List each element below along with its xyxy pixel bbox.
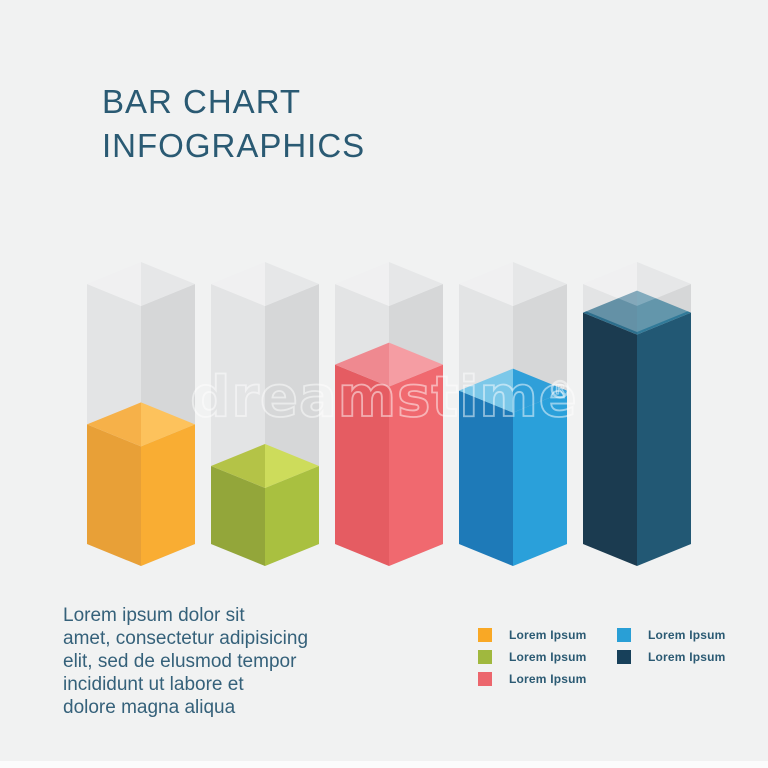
orange-bar: [87, 262, 195, 566]
legend-label: Lorem Ipsum: [509, 650, 587, 664]
bottom-border-strip: [0, 761, 768, 768]
legend-item: Lorem Ipsum: [617, 650, 726, 664]
legend-color-swatch: [478, 650, 492, 664]
legend-color-swatch: [478, 628, 492, 642]
legend-color-swatch: [617, 650, 631, 664]
title-line-1: BAR CHART: [102, 83, 302, 120]
red-bar: [335, 262, 443, 566]
legend-item: Lorem Ipsum: [478, 650, 587, 664]
legend-column-2: Lorem Ipsum Lorem Ipsum: [617, 628, 726, 664]
green-bar: [211, 262, 319, 566]
legend-label: Lorem Ipsum: [509, 672, 587, 686]
description-line: incididunt ut labore et: [63, 674, 244, 695]
legend-color-swatch: [478, 672, 492, 686]
description-line: amet, consectetur adipisicing: [63, 628, 309, 649]
title-line-2: INFOGRAPHICS: [102, 127, 366, 164]
description-line: dolore magna aliqua: [63, 697, 236, 718]
description-line: elit, sed de elusmod tempor: [63, 651, 297, 672]
watermark-text: dreamstime: [190, 365, 577, 430]
navy-bar: [583, 262, 691, 566]
blue-bar: [459, 262, 567, 566]
legend-color-swatch: [617, 628, 631, 642]
legend-label: Lorem Ipsum: [648, 628, 726, 642]
page-title: BAR CHART INFOGRAPHICS: [102, 80, 365, 168]
legend-item: Lorem Ipsum: [478, 628, 587, 642]
watermark-registered-mark: ®: [548, 376, 572, 404]
watermark: dreamstime®: [189, 364, 577, 431]
legend-label: Lorem Ipsum: [509, 628, 587, 642]
legend-column-1: Lorem Ipsum Lorem Ipsum Lorem Ipsum: [478, 628, 587, 686]
legend-item: Lorem Ipsum: [478, 672, 587, 686]
legend-item: Lorem Ipsum: [617, 628, 726, 642]
description-line: Lorem ipsum dolor sit: [63, 605, 245, 626]
description-text: Lorem ipsum dolor sit amet, consectetur …: [63, 604, 333, 719]
legend-label: Lorem Ipsum: [648, 650, 726, 664]
